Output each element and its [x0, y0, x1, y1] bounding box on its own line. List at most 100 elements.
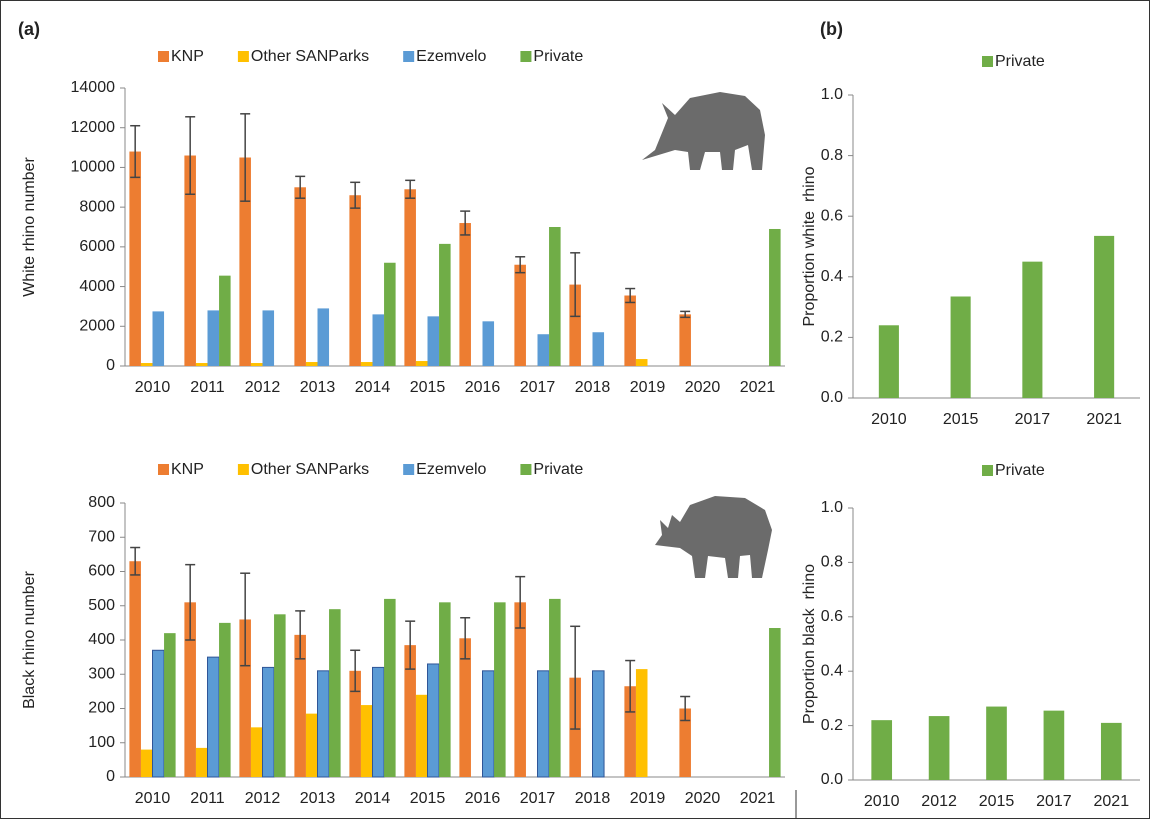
error-bar [405, 179, 416, 199]
legend-swatch [403, 464, 415, 475]
x-tick-label: 2015 [410, 790, 446, 807]
error-bar [460, 210, 471, 236]
bar [207, 656, 220, 778]
bar [427, 316, 440, 366]
y-tick-label: 4000 [79, 278, 115, 295]
y-axis-title: Proportion black rhino [801, 564, 818, 724]
legend-swatch [982, 56, 993, 67]
bar [592, 332, 605, 366]
bar [537, 334, 550, 366]
x-tick-label: 2020 [685, 379, 721, 396]
y-tick-label: 300 [88, 665, 115, 682]
bar [184, 602, 196, 777]
error-bar [240, 113, 251, 202]
bar [384, 262, 396, 366]
bar [152, 311, 165, 366]
x-tick-label: 2016 [465, 790, 501, 807]
x-tick-label: 2012 [245, 790, 281, 807]
x-tick-label: 2021 [1086, 411, 1122, 428]
x-tick-label: 2017 [1015, 411, 1051, 428]
bar [360, 705, 373, 777]
bar [624, 686, 636, 777]
legend-swatch [403, 51, 415, 62]
legend-label: Ezemvelo [416, 48, 486, 65]
black-rhino-icon [655, 496, 772, 578]
x-tick-label: 2018 [575, 379, 611, 396]
x-tick-label: 2017 [1036, 793, 1072, 810]
bar [305, 713, 318, 777]
bar [372, 666, 385, 778]
x-tick-label: 2021 [740, 790, 776, 807]
bar [1043, 710, 1065, 780]
bar [349, 670, 361, 777]
bar [404, 189, 416, 366]
x-tick-label: 2020 [685, 790, 721, 807]
bar [459, 223, 471, 366]
x-tick-label: 2012 [921, 793, 957, 810]
bar [262, 310, 275, 366]
bar [329, 609, 341, 777]
y-axis-title: Proportion white rhino [801, 166, 818, 326]
panel-label: (b) [820, 19, 843, 39]
error-bar [625, 287, 636, 304]
bar [195, 747, 208, 777]
bar [986, 706, 1007, 780]
bar [184, 155, 196, 366]
y-tick-label: 0.0 [821, 771, 843, 788]
bar [494, 602, 506, 777]
legend-label: Private [533, 48, 583, 65]
error-bar [295, 610, 306, 660]
bar [439, 602, 451, 777]
y-tick-label: 800 [88, 494, 115, 511]
bar [482, 321, 495, 366]
y-tick-label: 0.8 [821, 147, 843, 164]
x-tick-label: 2013 [300, 379, 336, 396]
bar [140, 749, 153, 777]
legend-swatch [520, 51, 532, 62]
legend-label: Ezemvelo [416, 461, 486, 478]
bar [928, 716, 950, 780]
x-tick-label: 2021 [740, 379, 776, 396]
error-bar [515, 256, 526, 274]
bar [207, 310, 220, 366]
legend-swatch [237, 51, 249, 62]
x-tick-label: 2011 [190, 790, 225, 807]
bar [950, 296, 971, 398]
bar [549, 598, 561, 777]
error-bar [460, 616, 471, 660]
error-bar [625, 659, 636, 713]
panel-label: (a) [18, 19, 40, 39]
x-tick-label: 2014 [355, 379, 391, 396]
y-tick-label: 1.0 [821, 86, 843, 103]
y-tick-label: 14000 [71, 79, 116, 96]
error-bar [405, 620, 416, 670]
error-bar [350, 649, 361, 693]
y-axis-title: White rhino number [21, 157, 38, 297]
y-tick-label: 0.6 [821, 608, 843, 625]
bar [482, 670, 495, 778]
error-bar [185, 563, 196, 641]
bar [404, 645, 416, 777]
x-tick-label: 2010 [135, 379, 171, 396]
legend-swatch [982, 465, 993, 476]
bar [635, 669, 648, 777]
bar [239, 157, 251, 366]
y-tick-label: 400 [88, 631, 115, 648]
bar [349, 195, 361, 366]
legend-label: Other SANParks [251, 48, 369, 65]
bar [514, 602, 526, 777]
bar [427, 663, 440, 778]
legend-swatch [237, 464, 249, 475]
bar [294, 187, 306, 366]
y-tick-label: 0.4 [821, 662, 843, 679]
bar [140, 363, 153, 366]
y-tick-label: 200 [88, 700, 115, 717]
x-tick-label: 2015 [410, 379, 446, 396]
bar [250, 727, 263, 777]
error-bar [130, 124, 141, 179]
bar [769, 628, 781, 777]
bar [360, 362, 373, 366]
bar [569, 284, 581, 366]
y-tick-label: 0.0 [821, 389, 843, 406]
legend-label: Private [995, 53, 1045, 70]
